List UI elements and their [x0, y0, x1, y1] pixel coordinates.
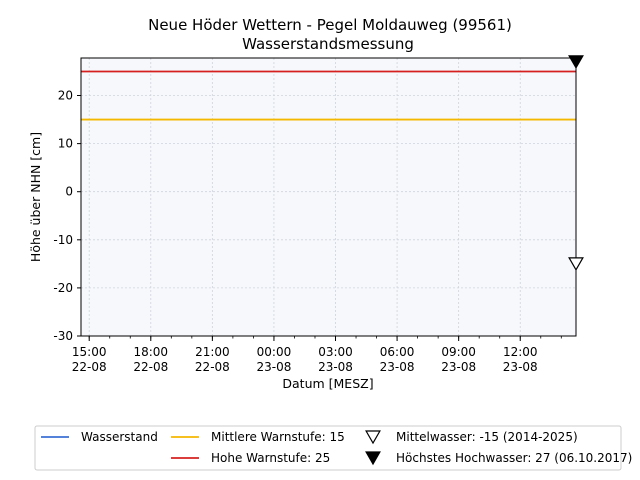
- x-tick-label-time: 21:00: [195, 345, 230, 359]
- x-tick-label-time: 03:00: [318, 345, 353, 359]
- legend-item: Hohe Warnstufe: 25: [171, 451, 330, 465]
- x-tick-label-time: 18:00: [133, 345, 168, 359]
- chart-subtitle: Wasserstandsmessung: [242, 35, 414, 53]
- x-tick-label-date: 23-08: [256, 360, 291, 374]
- y-tick-label: -30: [53, 329, 73, 343]
- legend: Wasserstand Mittlere Warnstufe: 15 Hohe Wa…: [41, 430, 632, 466]
- chart-title: Neue Höder Wettern - Pegel Moldauweg (99…: [148, 16, 512, 34]
- y-tick-label: -10: [53, 233, 73, 247]
- legend-item: Höchstes Hochwasser: 27 (06.10.2017): [365, 451, 632, 466]
- legend-label: Mittlere Warnstufe: 15: [211, 430, 345, 444]
- legend-label: Wasserstand: [81, 430, 158, 444]
- hochwasser-marker: [365, 451, 381, 466]
- x-tick-label-date: 22-08: [133, 360, 168, 374]
- x-tick-label-time: 15:00: [72, 345, 107, 359]
- ticks: -30-20-100102015:0022-0818:0022-0821:002…: [53, 89, 562, 374]
- y-tick-label: 0: [65, 185, 73, 199]
- legend-item: Wasserstand: [41, 430, 158, 444]
- x-tick-label-date: 23-08: [318, 360, 353, 374]
- series-layer: [81, 70, 576, 121]
- mittelwasser-marker: [568, 257, 584, 272]
- y-axis-label: Höhe über NHN [cm]: [28, 132, 43, 262]
- x-tick-label-date: 23-08: [380, 360, 415, 374]
- x-tick-label-time: 09:00: [441, 345, 476, 359]
- plot-area: [81, 58, 576, 336]
- x-tick-label-date: 22-08: [195, 360, 230, 374]
- x-tick-label-time: 00:00: [257, 345, 292, 359]
- y-tick-label: -20: [53, 281, 73, 295]
- x-tick-label-date: 23-08: [503, 360, 538, 374]
- y-tick-label: 10: [58, 137, 73, 151]
- x-axis-label: Datum [MESZ]: [282, 376, 373, 391]
- legend-label: Hohe Warnstufe: 25: [211, 451, 330, 465]
- hochwasser-marker: [568, 55, 584, 70]
- x-tick-label-time: 06:00: [380, 345, 415, 359]
- legend-item: Mittelwasser: -15 (2014-2025): [365, 430, 578, 445]
- y-tick-label: 20: [58, 89, 73, 103]
- plot-frame: [80, 57, 577, 337]
- legend-label: Mittelwasser: -15 (2014-2025): [396, 430, 578, 444]
- mittelwasser-marker: [365, 430, 381, 445]
- legend-label: Höchstes Hochwasser: 27 (06.10.2017): [396, 451, 632, 465]
- markers: [568, 55, 584, 272]
- x-tick-label-date: 23-08: [441, 360, 476, 374]
- x-tick-label-time: 12:00: [503, 345, 538, 359]
- x-tick-label-date: 22-08: [72, 360, 107, 374]
- legend-item: Mittlere Warnstufe: 15: [171, 430, 345, 444]
